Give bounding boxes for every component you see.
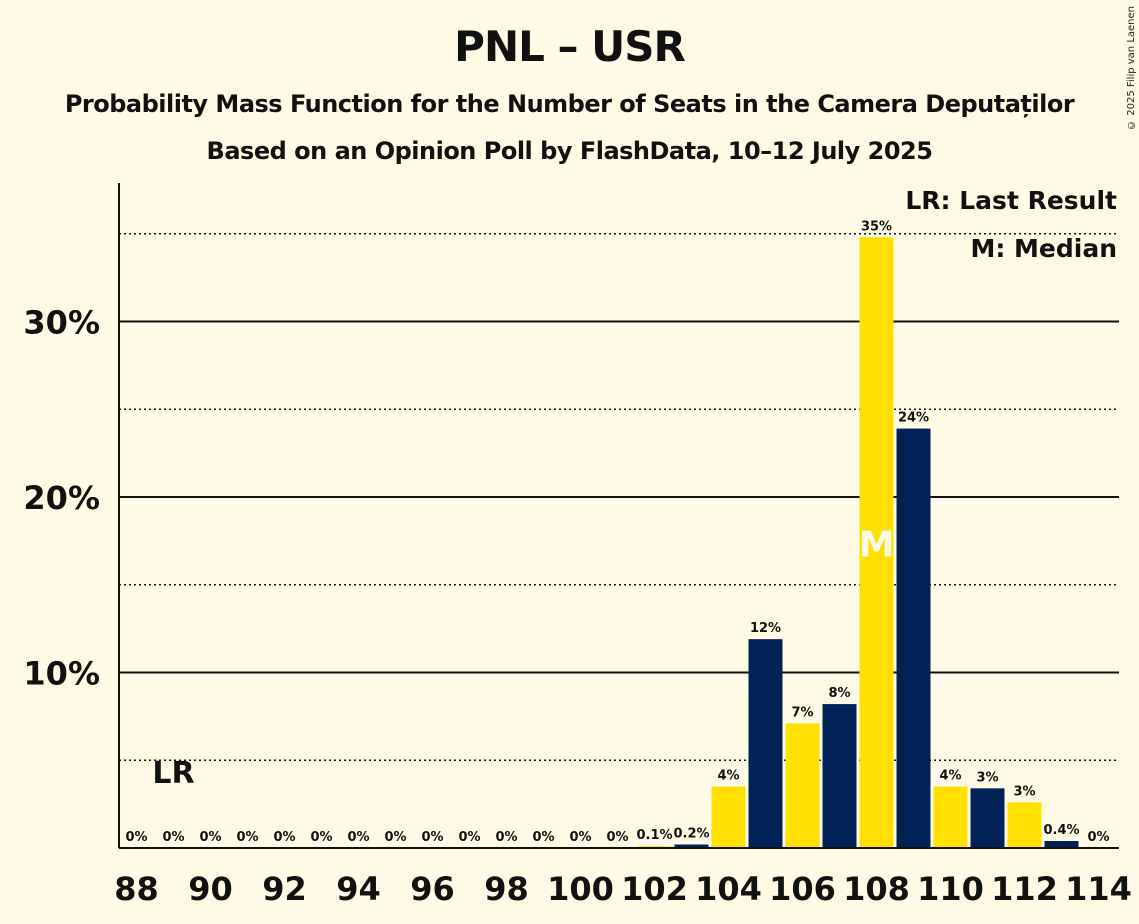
bar-value-label-98: 0% [495, 830, 517, 845]
x-tick-label: 94 [336, 870, 381, 908]
bar-value-label-101: 0% [606, 830, 628, 845]
bar-value-label-103: 0.2% [673, 826, 709, 841]
x-tick-label: 108 [843, 870, 910, 908]
chart-subtitle: Probability Mass Function for the Number… [64, 90, 1075, 118]
x-tick-label: 98 [484, 870, 529, 908]
bar-value-label-88: 0% [125, 830, 147, 845]
bar-value-label-90: 0% [199, 830, 221, 845]
bar-value-label-89: 0% [162, 830, 184, 845]
bar-108 [859, 237, 894, 848]
bar-value-label-100: 0% [569, 830, 591, 845]
x-tick-label: 88 [114, 870, 159, 908]
bar-value-label-106: 7% [791, 705, 813, 720]
x-tick-label: 100 [547, 870, 614, 908]
bar-109 [896, 428, 931, 848]
y-tick-label: 10% [23, 655, 100, 693]
x-tick-label: 110 [917, 870, 984, 908]
bar-value-label-108: 35% [861, 219, 892, 234]
bar-value-label-92: 0% [273, 830, 295, 845]
x-axis-ticks: 88 90 92 94 96 98 100 102 104 106 108 110 112 114 [114, 870, 1132, 908]
bar-value-label-102: 0.1% [636, 828, 672, 843]
x-tick-label: 102 [621, 870, 688, 908]
y-tick-label: 30% [23, 304, 100, 342]
bar-value-label-104: 4% [717, 769, 739, 784]
bar-111 [970, 788, 1005, 848]
bar-value-label-107: 8% [828, 686, 850, 701]
x-tick-label: 106 [769, 870, 836, 908]
x-tick-label: 114 [1065, 870, 1132, 908]
median-marker: M [859, 525, 895, 566]
bars [637, 237, 1079, 848]
bar-value-label-111: 3% [976, 770, 998, 785]
bar-value-label-105: 12% [750, 621, 781, 636]
x-tick-label: 92 [262, 870, 307, 908]
bar-labels: 0% 0% 0% 0% 0% 0% 0% 0% 0% 0% 0% 0% 0% 0% 0.1% 0.2% 4% 12… [125, 219, 1109, 845]
x-tick-label: 112 [991, 870, 1058, 908]
legend-entry: LR: Last Result [905, 186, 1117, 215]
bar-value-label-99: 0% [532, 830, 554, 845]
bar-113 [1044, 840, 1079, 848]
bar-value-label-96: 0% [421, 830, 443, 845]
y-tick-label: 20% [23, 479, 100, 517]
bar-value-label-95: 0% [384, 830, 406, 845]
chart-title: PNL – USR [454, 22, 686, 71]
legend-entry: M: Median [970, 234, 1117, 263]
bar-107 [822, 704, 857, 848]
bar-112 [1007, 802, 1042, 848]
legend: LR: Last Result M: Median [905, 186, 1117, 263]
x-tick-label: 96 [410, 870, 455, 908]
x-tick-label: 90 [188, 870, 233, 908]
bar-value-label-91: 0% [236, 830, 258, 845]
bar-value-label-94: 0% [347, 830, 369, 845]
bar-value-label-113: 0.4% [1043, 823, 1079, 838]
bar-value-label-114: 0% [1087, 830, 1109, 845]
gridlines [119, 233, 1119, 761]
annotations: LR M [152, 525, 894, 791]
bar-103 [674, 844, 709, 848]
bar-106 [785, 723, 820, 848]
bar-105 [748, 639, 783, 848]
last-result-marker: LR [152, 756, 194, 791]
bar-value-label-93: 0% [310, 830, 332, 845]
y-axis-ticks: 10% 20% 30% [23, 304, 100, 693]
bar-value-label-109: 24% [898, 411, 929, 426]
x-tick-label: 104 [695, 870, 762, 908]
chart-source: Based on an Opinion Poll by FlashData, 1… [206, 137, 933, 165]
bar-104 [711, 786, 746, 848]
axes [118, 183, 1119, 849]
bar-value-label-112: 3% [1013, 784, 1035, 799]
bar-value-label-110: 4% [939, 769, 961, 784]
bar-110 [933, 786, 968, 848]
bar-value-label-97: 0% [458, 830, 480, 845]
